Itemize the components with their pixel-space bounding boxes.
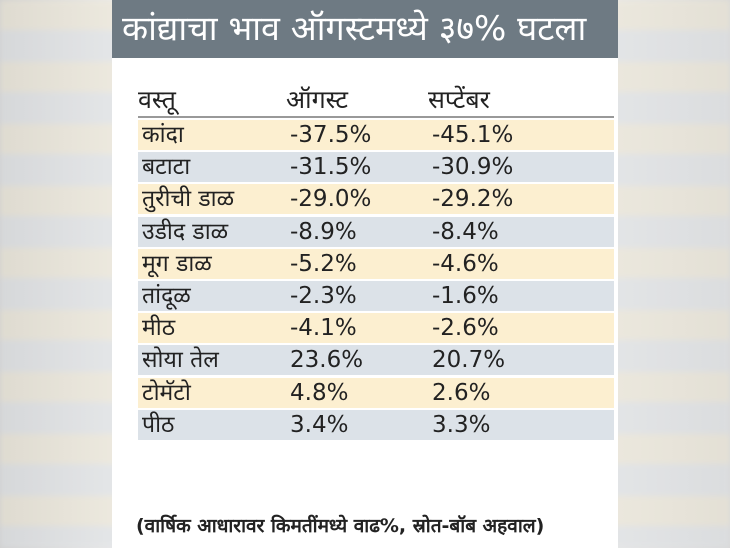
cell-september: 2.6% (432, 379, 491, 406)
cell-item: टोमॅटो (142, 379, 191, 406)
cell-item: पीठ (142, 411, 175, 438)
cell-item: तांदूळ (142, 282, 191, 309)
table-row: पीठ 3.4% 3.3% (138, 409, 614, 440)
table-body: कांदा -37.5% -45.1% बटाटा -31.5% -30.9% तुरीची… (138, 120, 614, 442)
table-row: मीठ -4.1% -2.6% (138, 313, 614, 344)
table-row: बटाटा -31.5% -30.9% (138, 152, 614, 183)
footnote: (वार्षिक आधारावर किमतींमध्ये वाढ%, स्रोत… (136, 515, 545, 537)
cell-item: सोया तेल (142, 347, 219, 374)
cell-item: तुरीची डाळ (142, 186, 235, 213)
header-august: ऑगस्ट (286, 85, 348, 114)
table-row: तांदूळ -2.3% -1.6% (138, 280, 614, 311)
cell-september: -4.6% (432, 250, 499, 277)
table-row: मूग डाळ -5.2% -4.6% (138, 248, 614, 279)
cell-august: 3.4% (290, 411, 349, 438)
cell-august: -2.3% (290, 282, 357, 309)
table-row: तुरीची डाळ -29.0% -29.2% (138, 184, 614, 215)
table-header: वस्तू ऑगस्ट सप्टेंबर (138, 82, 614, 118)
cell-august: -8.9% (290, 218, 357, 245)
table-row: कांदा -37.5% -45.1% (138, 120, 614, 150)
cell-september: -2.6% (432, 315, 499, 342)
header-item: वस्तू (138, 85, 176, 114)
cell-august: -5.2% (290, 250, 357, 277)
table-row: टोमॅटो 4.8% 2.6% (138, 377, 614, 408)
infographic-card: कांद्याचा भाव ऑगस्टमध्ये ३७% घटला वस्तू … (112, 0, 618, 548)
cell-august: 4.8% (290, 379, 349, 406)
title-bar: कांद्याचा भाव ऑगस्टमध्ये ३७% घटला (112, 0, 618, 58)
cell-august: -29.0% (290, 186, 372, 213)
cell-september: 3.3% (432, 411, 491, 438)
cell-september: 20.7% (432, 347, 506, 374)
cell-item: मीठ (142, 315, 176, 342)
cell-august: 23.6% (290, 347, 364, 374)
cell-september: -29.2% (432, 186, 514, 213)
cell-september: -1.6% (432, 282, 499, 309)
cell-item: उडीद डाळ (142, 218, 229, 245)
cell-item: मूग डाळ (142, 250, 212, 277)
cell-item: बटाटा (142, 154, 191, 181)
table-row: सोया तेल 23.6% 20.7% (138, 345, 614, 376)
table-row: उडीद डाळ -8.9% -8.4% (138, 216, 614, 247)
cell-august: -31.5% (290, 154, 372, 181)
header-september: सप्टेंबर (428, 85, 490, 114)
cell-september: -45.1% (432, 122, 514, 148)
cell-september: -30.9% (432, 154, 514, 181)
cell-august: -37.5% (290, 122, 372, 148)
cell-item: कांदा (142, 122, 184, 148)
cell-august: -4.1% (290, 315, 357, 342)
cell-september: -8.4% (432, 218, 499, 245)
